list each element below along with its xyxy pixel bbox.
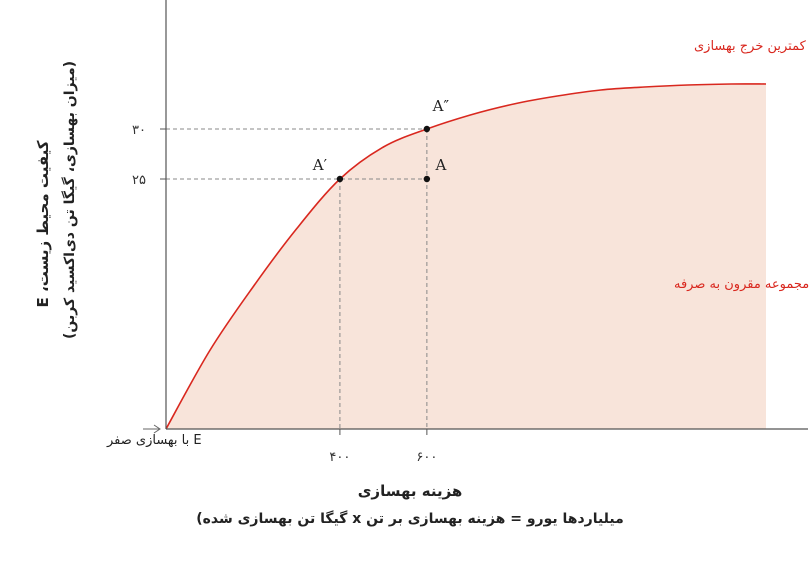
y-tick-label-1: ۳۰	[132, 123, 146, 138]
x-axis-title: هزینه بهسازی	[358, 482, 463, 500]
x-tick-label-0: ۴۰۰	[329, 450, 350, 465]
feasible-set-label: مجموعه مقرون به صرفه	[674, 277, 809, 292]
zero-abatement-label: E با بهسازی صفر	[106, 433, 202, 448]
y-tick-label-0: ۲۵	[132, 173, 146, 188]
point-label-2: A	[434, 156, 446, 174]
zero-abatement-marker: E با بهسازی صفر	[106, 424, 202, 448]
y-axis-ticks: ۲۵ ۳۰	[132, 123, 166, 188]
least-cost-curve	[165, 83, 767, 430]
x-axis-ticks: ۴۰۰ ۶۰۰	[329, 429, 437, 465]
y-axis-subtitle: (میزان بهسازی، گیگا تن دی‌اکسید کربن)	[61, 61, 78, 339]
point-label-0: A′	[312, 156, 328, 174]
chart-points: A′ A″ A	[312, 97, 450, 183]
point-2	[423, 175, 431, 183]
y-axis-title: کیفیت محیط زیست، E	[34, 140, 52, 307]
point-1	[423, 125, 431, 133]
feasible-set-area	[166, 83, 766, 430]
point-0	[336, 175, 344, 183]
point-label-1: A″	[432, 97, 450, 115]
x-tick-label-1: ۶۰۰	[416, 450, 437, 465]
x-axis-subtitle: میلیاردها یورو = هزینه بهسازی بر تن x گی…	[196, 510, 624, 527]
curve-label: منحنی کمترین خرج بهسازی	[694, 39, 810, 54]
